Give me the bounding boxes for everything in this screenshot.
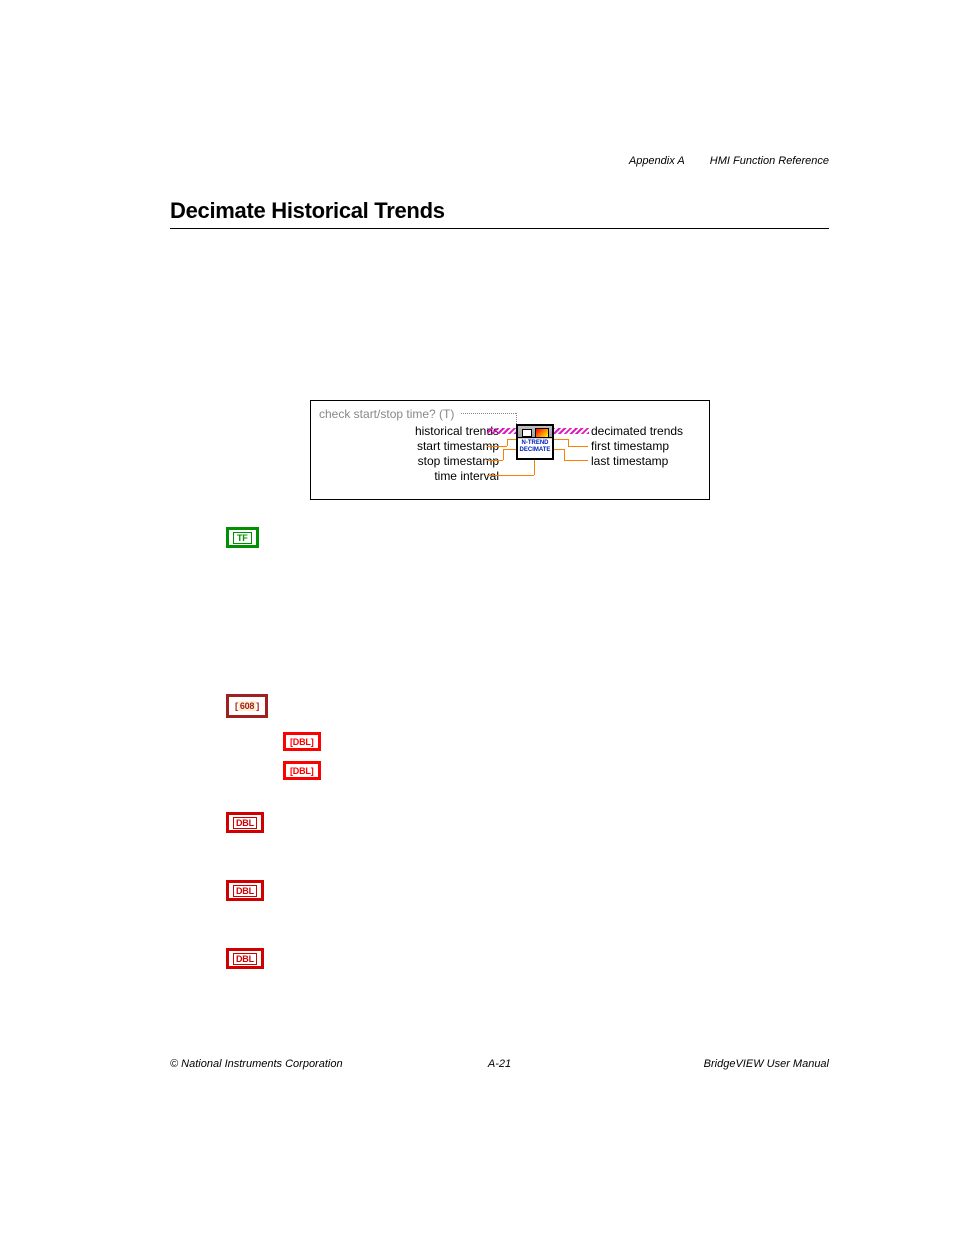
wire-out-last-v bbox=[564, 449, 565, 460]
section-title: Decimate Historical Trends bbox=[170, 198, 445, 224]
footer-page-number: A-21 bbox=[170, 1058, 829, 1070]
dbl-label-3: DBL bbox=[233, 953, 257, 965]
page: Appendix A HMI Function Reference Decima… bbox=[0, 0, 954, 1235]
running-header: Appendix A HMI Function Reference bbox=[629, 155, 829, 167]
connector-diagram: check start/stop time? (T) historical tr… bbox=[310, 400, 710, 500]
wire-out-first-h2 bbox=[568, 446, 588, 447]
dbl-icon-2: DBL bbox=[226, 880, 264, 901]
wire-start-v bbox=[507, 439, 508, 446]
wire-start-h1 bbox=[487, 446, 507, 447]
page-footer: © National Instruments Corporation A-21 … bbox=[170, 1058, 829, 1070]
dbl-label-1: DBL bbox=[233, 817, 257, 829]
wire-optional bbox=[461, 413, 516, 414]
wire-historical bbox=[487, 428, 516, 434]
wire-out-last-h1 bbox=[554, 449, 564, 450]
wire-stop-v bbox=[503, 449, 504, 460]
wire-stop-h1 bbox=[487, 460, 503, 461]
in-stop-label: stop timestamp bbox=[418, 454, 499, 468]
wire-out-decimated bbox=[554, 428, 589, 434]
vi-node-icon: N-TREND DECIMATE bbox=[516, 424, 554, 460]
wire-out-first-v bbox=[568, 439, 569, 446]
cluster-label: 608 bbox=[238, 701, 256, 711]
dbl-icon-1: DBL bbox=[226, 812, 264, 833]
dbl-array-icon-1: [DBL] bbox=[283, 732, 321, 751]
appendix-label: Appendix A bbox=[629, 155, 685, 167]
dbl-array-label-2: [DBL] bbox=[290, 766, 314, 776]
section-rule bbox=[170, 228, 829, 229]
wire-out-last-h2 bbox=[564, 460, 588, 461]
wire-optional-drop bbox=[516, 413, 517, 424]
wire-out-first-h1 bbox=[554, 439, 568, 440]
vi-node-line2: DECIMATE bbox=[520, 447, 551, 453]
dbl-array-icon-2: [DBL] bbox=[283, 761, 321, 780]
in-check-label: check start/stop time? (T) bbox=[319, 407, 454, 421]
cluster-bracket-close: ] bbox=[256, 701, 259, 711]
dbl-icon-3: DBL bbox=[226, 948, 264, 969]
wire-start-h2 bbox=[507, 439, 516, 440]
in-interval-label: time interval bbox=[434, 469, 499, 483]
wire-stop-h2 bbox=[503, 449, 516, 450]
wire-interval-h1 bbox=[487, 475, 534, 476]
tf-label: TF bbox=[233, 532, 252, 544]
header-subtitle: HMI Function Reference bbox=[710, 155, 829, 167]
dbl-label-2: DBL bbox=[233, 885, 257, 897]
dbl-array-label-1: [DBL] bbox=[290, 737, 314, 747]
out-decimated-label: decimated trends bbox=[591, 424, 683, 438]
out-first-label: first timestamp bbox=[591, 439, 669, 453]
tf-icon: TF bbox=[226, 527, 259, 548]
wire-interval-v bbox=[534, 460, 535, 475]
out-last-label: last timestamp bbox=[591, 454, 668, 468]
vi-node-line1: N-TREND bbox=[522, 440, 549, 446]
cluster-icon: [608] bbox=[226, 694, 268, 718]
